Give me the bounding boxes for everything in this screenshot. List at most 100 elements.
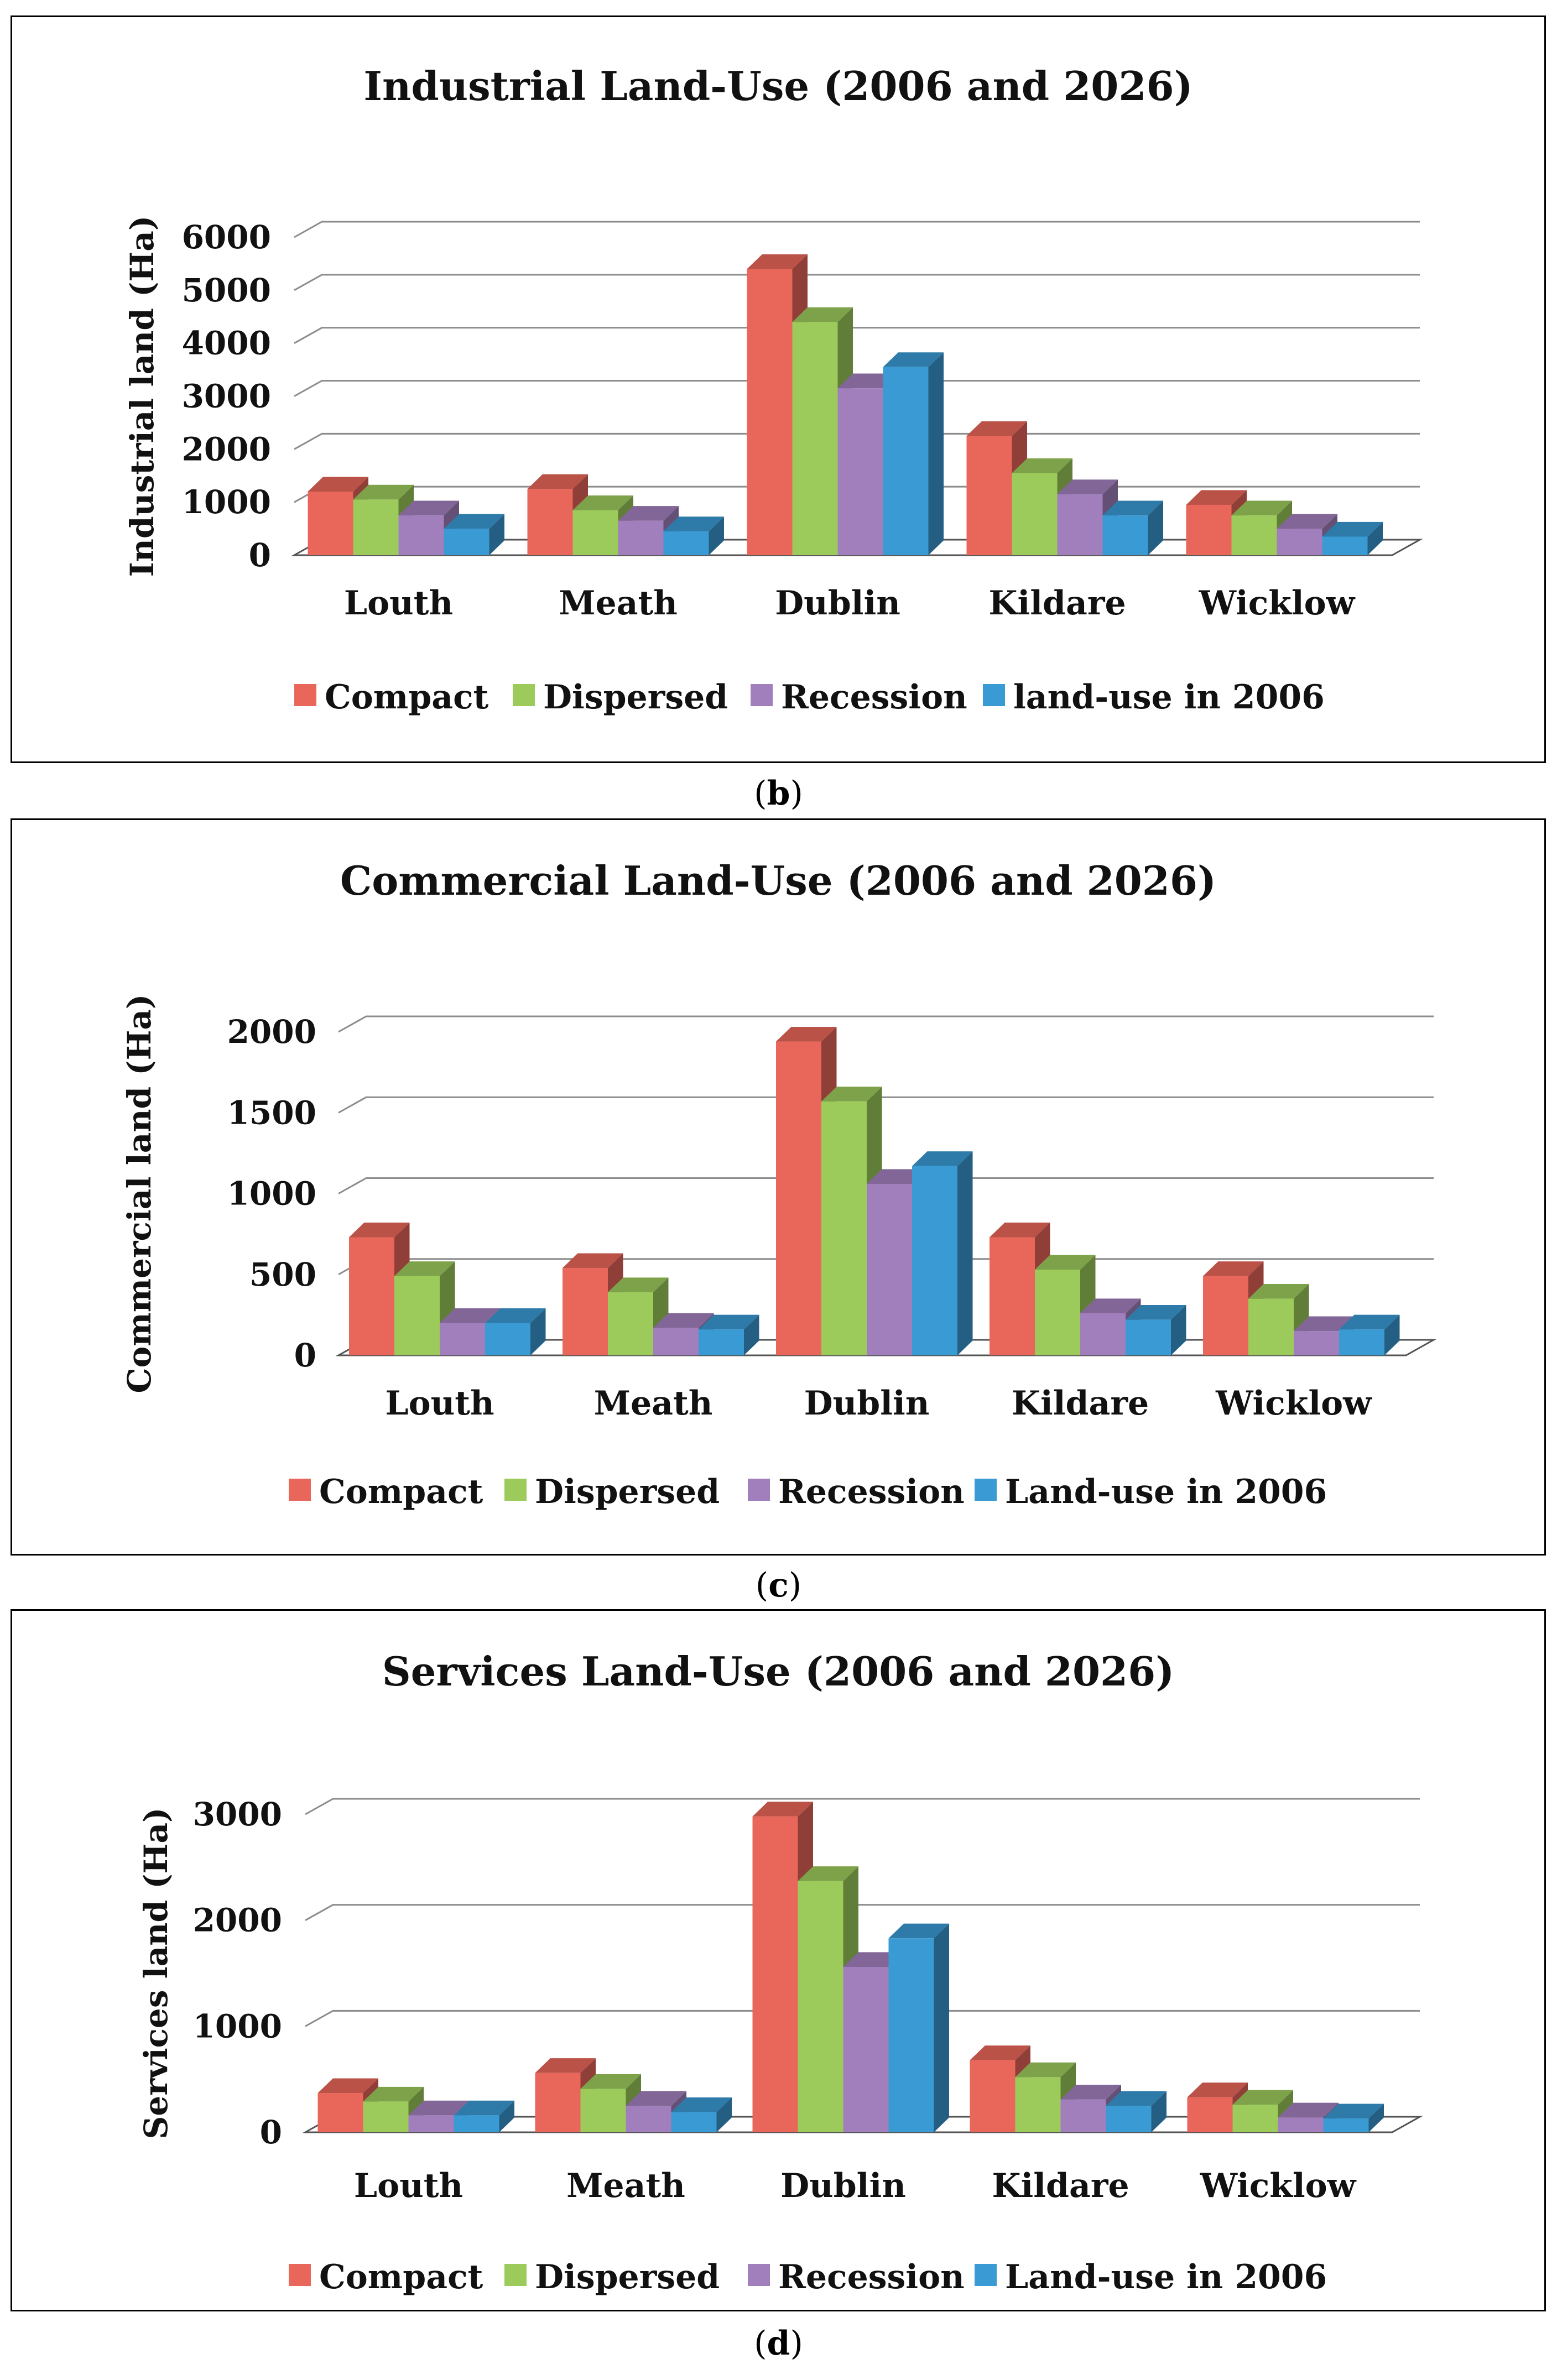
x-category-label: Kildare [1012, 1384, 1149, 1423]
bar-top [1231, 500, 1292, 516]
chart-title: Services Land-Use (2006 and 2026) [382, 1648, 1175, 1695]
bar-land-use-in-2006-kildare [1106, 2091, 1167, 2132]
legend-label: Land-use in 2006 [1005, 1473, 1327, 1511]
bar-front [317, 2093, 363, 2132]
legend-swatch [504, 1479, 527, 1501]
bar-front [1278, 2117, 1324, 2132]
legend-swatch [504, 2264, 527, 2286]
bar-land-use-in-2006-louth [444, 514, 504, 555]
bar-land-use-in-2006-wicklow [1339, 1314, 1400, 1355]
bar-top [966, 421, 1027, 436]
bar-front [454, 2115, 499, 2132]
gridline [294, 221, 1420, 238]
bar-front [1060, 2099, 1106, 2132]
x-category-label: Meath [566, 2167, 685, 2205]
bar-top [572, 495, 633, 510]
legend-swatch [975, 1479, 997, 1501]
bar-side [489, 514, 504, 555]
bar-top [353, 484, 414, 500]
y-tick-label: 1000 [193, 2007, 282, 2045]
bar-front [444, 529, 490, 555]
y-tick-label: 3000 [193, 1796, 282, 1833]
bar-side [934, 1923, 949, 2132]
bar-top [1080, 1298, 1141, 1313]
bar-side [530, 1308, 546, 1355]
y-tick-label: 6000 [182, 218, 271, 256]
bar-front [1015, 2077, 1061, 2132]
y-tick-label: 0 [294, 1337, 316, 1374]
caption-c: (c) [755, 1566, 802, 1605]
bar-land-use-in-2006-kildare [1102, 500, 1163, 555]
bar-top [1232, 2090, 1293, 2105]
legend-label: Land-use in 2006 [1005, 2258, 1327, 2297]
x-category-label: Dublin [775, 584, 900, 623]
bar-front [1231, 515, 1277, 555]
legend-swatch [513, 684, 535, 706]
legend-swatch [748, 2264, 770, 2286]
legend-swatch [975, 2264, 997, 2286]
bar-top [821, 1087, 882, 1102]
bar-front [308, 492, 353, 555]
bar-front [1323, 2118, 1369, 2132]
x-category-label: Wicklow [1199, 584, 1356, 623]
legend-label: land-use in 2006 [1013, 678, 1325, 717]
bar-top [798, 1866, 858, 1881]
bar-front [1248, 1298, 1294, 1355]
bar-side [499, 2100, 514, 2132]
x-category-label: Dublin [804, 1384, 930, 1423]
chart-commercial: Commercial Land-Use (2006 and 2026) 0 500 1… [121, 857, 1437, 1511]
bar-front [353, 499, 399, 555]
bar-top [454, 2100, 514, 2116]
bar-front [699, 1329, 744, 1355]
bar-front [349, 1237, 394, 1355]
bar-front [608, 1292, 653, 1355]
bar-side [1384, 1314, 1400, 1355]
bar-front [1186, 504, 1232, 555]
bar-compact-dublin [752, 1802, 813, 2132]
y-axis-label: Industrial land (Ha) [123, 216, 161, 577]
bar-top [440, 1308, 501, 1323]
bar-top [990, 1222, 1050, 1238]
bar-land-use-in-2006-dublin [888, 1923, 949, 2132]
bar-front [752, 1816, 798, 2132]
bar-front [747, 269, 793, 555]
y-tick-label: 5000 [182, 272, 271, 309]
legend-swatch [983, 684, 1005, 706]
bar-land-use-in-2006-louth [454, 2100, 514, 2132]
x-category-label: Meath [594, 1384, 713, 1423]
bar-front [966, 436, 1012, 555]
legend-label: Compact [325, 678, 489, 717]
y-axis-label: Services land (Ha) [137, 1808, 175, 2139]
bar-front [776, 1041, 821, 1355]
bar-front [821, 1101, 867, 1355]
bar-top [747, 254, 808, 269]
legend-label: Compact [319, 1473, 483, 1511]
bar-top [349, 1222, 410, 1238]
bar-top [1203, 1261, 1264, 1276]
bar-top [671, 2097, 732, 2112]
bar-front [580, 2089, 626, 2132]
bar-top [752, 1802, 813, 1817]
gridline [294, 327, 1420, 344]
bar-land-use-in-2006-dublin [883, 352, 944, 555]
bar-top [1035, 1255, 1096, 1270]
legend-label: Dispersed [535, 1473, 720, 1511]
gridline [294, 274, 1420, 291]
bar-front [1057, 494, 1103, 555]
bar-front [671, 2112, 717, 2132]
legend-label: Dispersed [535, 2258, 720, 2297]
bar-land-use-in-2006-meath [663, 516, 724, 555]
bar-land-use-in-2006-wicklow [1323, 2104, 1384, 2132]
bar-front [1187, 2097, 1233, 2132]
bar-top [1322, 521, 1383, 537]
bar-front [837, 388, 883, 555]
bar-front [883, 367, 929, 555]
bar-top [776, 1026, 837, 1042]
gridline [305, 1904, 1420, 1921]
bar-front [792, 322, 838, 555]
bar-land-use-in-2006-louth [485, 1308, 546, 1355]
x-category-label: Kildare [992, 2167, 1129, 2205]
bar-front [618, 520, 664, 555]
bar-front [398, 515, 444, 555]
bar-front [440, 1323, 485, 1355]
